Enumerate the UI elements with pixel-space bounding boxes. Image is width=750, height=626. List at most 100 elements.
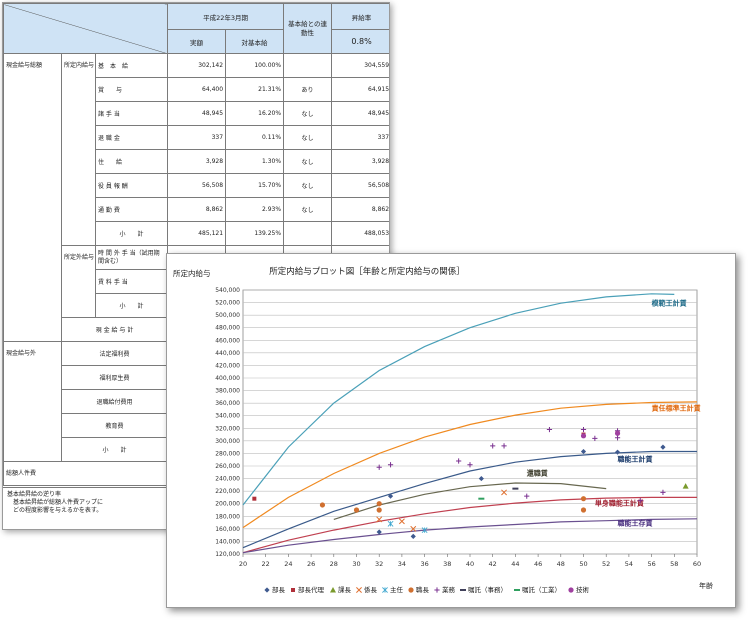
subtotal-ratio: 139.25%: [225, 221, 285, 246]
total-comp-group: 現金給与総額: [3, 53, 62, 342]
ratio-header: 対基本給: [225, 29, 285, 54]
period-header: 平成22年3月期: [167, 3, 285, 30]
x-tick-label: 58: [670, 560, 678, 568]
data-point: [387, 520, 394, 527]
overtime-item: 賃 料 手 当: [94, 269, 169, 294]
data-point: [252, 496, 257, 501]
data-point: [353, 507, 360, 513]
non-cash-item: 教育費: [60, 413, 169, 438]
row-actual: 48,945: [167, 101, 227, 126]
legend-marker: [408, 587, 414, 593]
row-item: 住 給: [94, 149, 169, 174]
row-link: あり: [283, 77, 333, 102]
legend-label: 課長: [338, 585, 352, 594]
curve-label: 職能王計賃: [618, 455, 653, 464]
plot-area: 120,000 140,000 160,000 180,000 200,000 220,0…: [215, 287, 701, 568]
x-tick-label: 20: [239, 560, 247, 568]
x-tick-label: 34: [398, 560, 406, 568]
row-ratio: 15.70%: [225, 173, 285, 198]
y-tick-label: 200,000: [215, 501, 240, 508]
row-ratio: 1.30%: [225, 149, 285, 174]
y-tick-label: 280,000: [215, 450, 240, 457]
row-actual: 302,142: [167, 53, 227, 78]
legend-marker: [568, 587, 574, 593]
legend-label: 係長: [364, 585, 378, 594]
legend-marker: [264, 587, 270, 593]
legend-marker: [382, 587, 388, 593]
legend-label: 嘱託（事務）: [468, 585, 507, 594]
y-tick-label: 220,000: [215, 488, 240, 495]
data-point: [319, 502, 326, 508]
data-point: [580, 507, 587, 513]
legend-label: 部長: [272, 585, 286, 594]
y-axis-label: 所定内給与: [173, 268, 211, 278]
data-point: [501, 443, 507, 449]
data-point: [387, 462, 394, 468]
regression-curve: [242, 293, 675, 506]
legend-marker: [330, 587, 336, 593]
row-item: 基 本 給: [94, 53, 169, 78]
row-item: 役 員 報 酬: [94, 173, 169, 198]
y-tick-label: 440,000: [215, 350, 240, 357]
data-point: [660, 489, 666, 495]
row-rate: 64,915: [331, 77, 389, 102]
data-point: [546, 426, 553, 433]
row-item: 諸 手 当: [94, 101, 169, 126]
row-item: 賞 与: [94, 77, 169, 102]
subtotal-label: 小 計: [94, 221, 169, 246]
legend-label: 職長: [416, 585, 430, 594]
legend-label: 部長代理: [298, 585, 325, 594]
data-point: [580, 448, 587, 455]
x-tick-label: 40: [466, 560, 474, 568]
row-actual: 64,400: [167, 77, 227, 102]
data-point: [580, 433, 587, 439]
y-tick-label: 120,000: [215, 551, 240, 558]
row-actual: 3,928: [167, 149, 227, 174]
row-rate: 48,945: [331, 101, 389, 126]
overtime-pay-group: 所定外給与: [61, 245, 96, 318]
row-link: なし: [283, 197, 333, 222]
row-item: 退 職 金: [94, 125, 169, 150]
curve-label: 職能王存賃: [618, 519, 653, 528]
row-actual: 8,862: [167, 197, 227, 222]
legend-label: 主任: [390, 585, 404, 594]
data-point: [592, 435, 598, 441]
y-tick-label: 420,000: [215, 362, 240, 369]
y-tick-label: 300,000: [215, 438, 240, 445]
x-tick-label: 36: [420, 560, 428, 568]
x-axis-label: 年齢: [699, 581, 713, 590]
row-link: なし: [283, 125, 333, 150]
data-point: [376, 529, 382, 535]
x-tick-label: 24: [284, 560, 292, 568]
y-tick-label: 380,000: [215, 388, 240, 395]
chart-title: 所定内給与プロット図［年齢と所定内給与の関係］: [269, 266, 465, 277]
row-rate: 304,559: [331, 53, 389, 78]
y-tick-label: 320,000: [215, 425, 240, 432]
chart-legend: 部長 部長代理 課長 係長 主任 職長 業務 嘱託（事務） 嘱託（工業） 技術: [264, 585, 590, 594]
data-point: [512, 487, 519, 490]
data-point: [614, 430, 621, 436]
regression-curve: [242, 401, 698, 529]
y-tick-label: 340,000: [215, 413, 240, 420]
y-tick-label: 400,000: [215, 375, 240, 382]
row-ratio: 16.20%: [225, 101, 285, 126]
y-tick-label: 360,000: [215, 400, 240, 407]
legend-marker: [460, 589, 466, 591]
data-point: [398, 518, 405, 525]
legend-label: 技術: [576, 585, 590, 594]
x-tick-label: 50: [579, 560, 587, 568]
data-point: [376, 516, 383, 523]
legend-marker: [434, 587, 440, 593]
legend-label: 業務: [442, 585, 456, 594]
x-tick-label: 32: [375, 560, 383, 568]
data-point: [614, 435, 621, 441]
data-point: [524, 493, 530, 499]
row-actual: 337: [167, 125, 227, 150]
row-ratio: 2.93%: [225, 197, 285, 222]
plot-frame: [242, 289, 698, 555]
subtotal-rate: 488,053: [331, 221, 389, 246]
cash-total-label: 現 金 給 与 計: [60, 317, 169, 342]
data-point: [376, 507, 382, 513]
x-tick-label: 56: [647, 560, 655, 568]
legend-label: 嘱託（工業）: [522, 585, 561, 594]
